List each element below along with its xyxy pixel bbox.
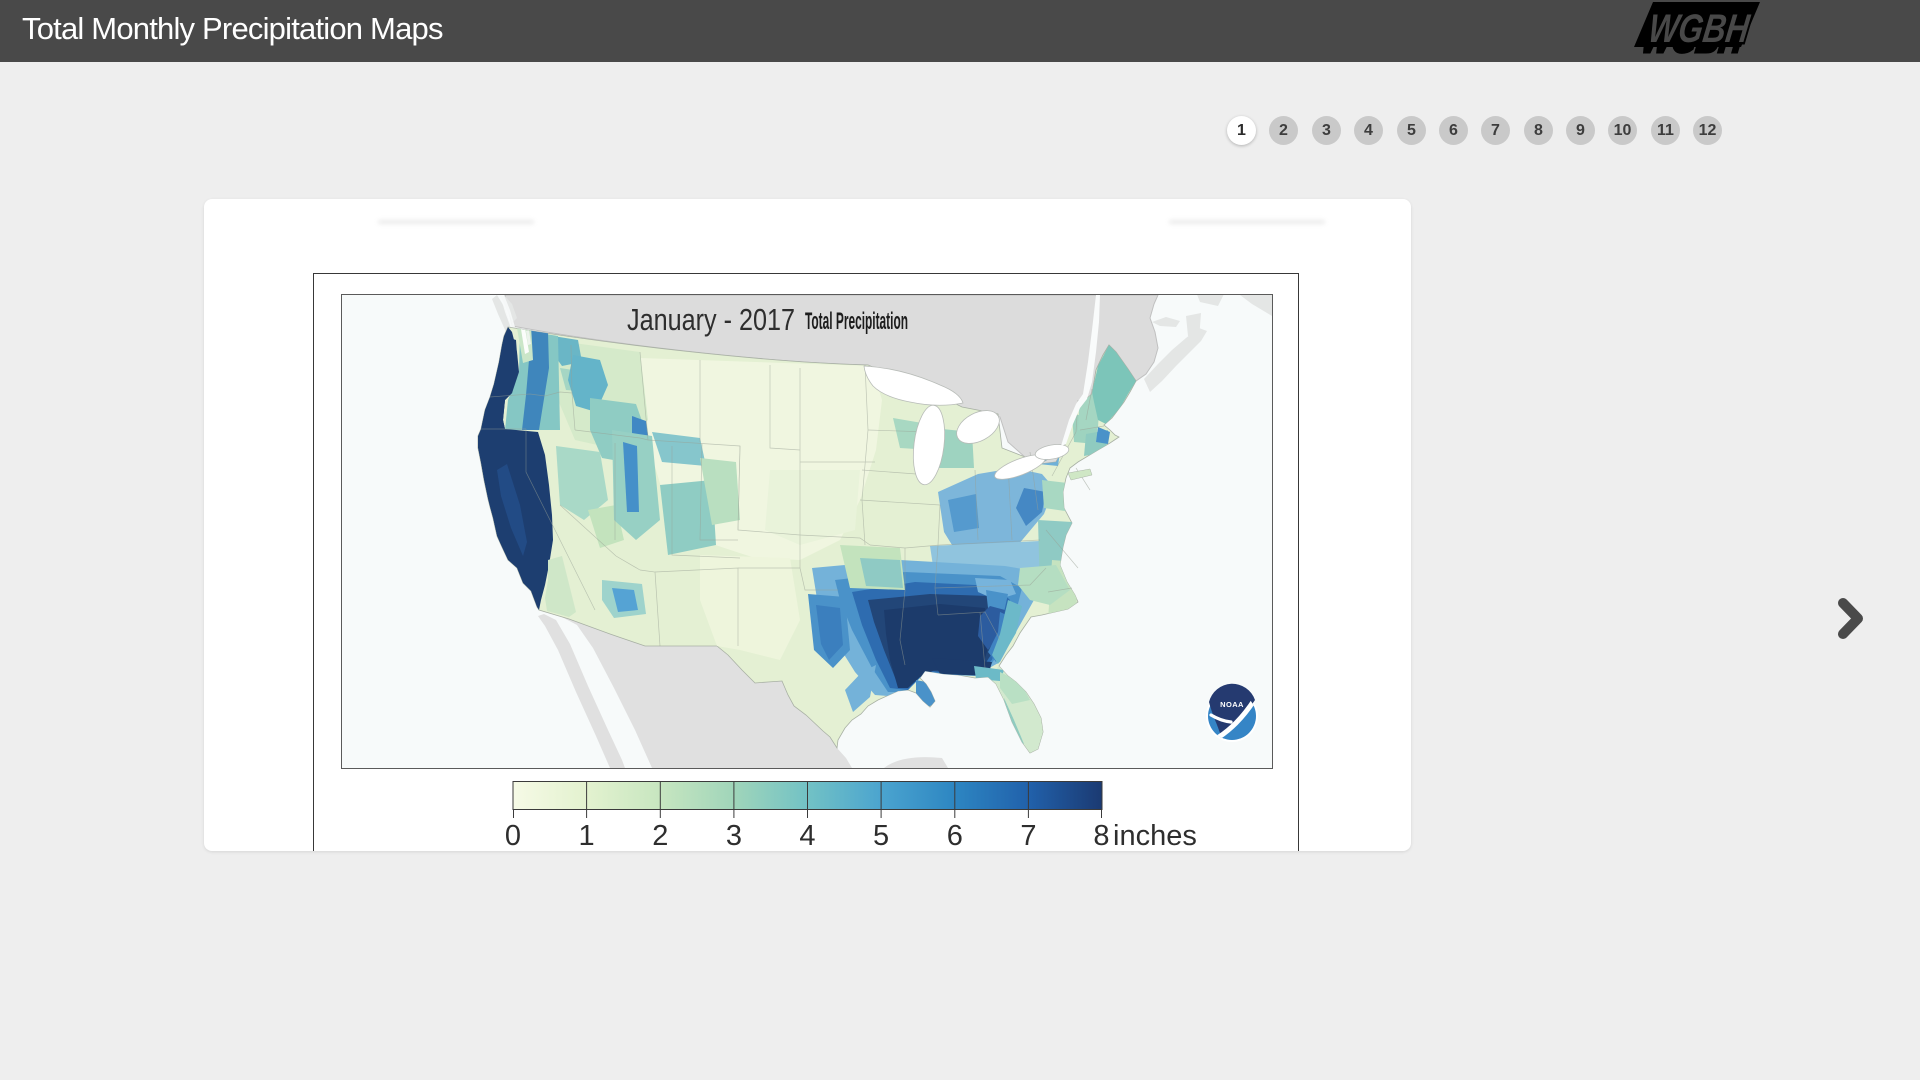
svg-text:1: 1 (579, 820, 595, 851)
svg-text:NOAA: NOAA (1220, 700, 1244, 709)
svg-text:4: 4 (799, 820, 815, 851)
svg-text:7: 7 (1020, 820, 1036, 851)
svg-text:3: 3 (726, 820, 742, 851)
svg-text:2: 2 (652, 820, 668, 851)
svg-text:WGBH: WGBH (1646, 6, 1753, 51)
svg-text:5: 5 (873, 820, 889, 851)
svg-text:6: 6 (947, 820, 963, 851)
svg-text:WGBH: WGBH (1646, 6, 1753, 51)
svg-text:inches: inches (1113, 820, 1197, 851)
svg-text:0: 0 (505, 820, 521, 851)
svg-text:8: 8 (1093, 820, 1109, 851)
svg-text:WGBH: WGBH (1639, 16, 1746, 61)
svg-text:Total Precipitation: Total Precipitation (805, 308, 908, 335)
svg-text:January - 2017: January - 2017 (627, 302, 795, 337)
